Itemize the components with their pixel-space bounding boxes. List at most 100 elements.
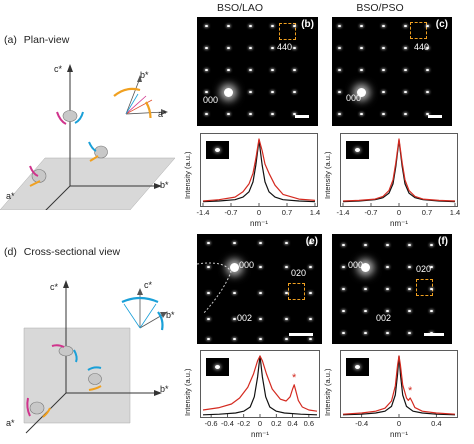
diffraction-spot [338,69,341,71]
diffraction-spot [404,47,407,49]
column-title-right: BSO/PSO [356,2,404,14]
panel-a-label: (a) [4,34,17,46]
diffraction-spot [342,332,345,334]
diffraction-spot [360,69,363,71]
x-tick-label: -0.6 [204,419,218,428]
diffraction-spot [386,310,389,312]
x-tick-label: 0 [257,419,263,428]
diffraction-spot [259,318,262,320]
diffraction-spot [360,25,363,27]
x-tick-label: 0 [396,208,402,217]
diffraction-spot [259,338,262,340]
selection-box [288,283,305,300]
pattern-letter: (b) [301,19,314,30]
x-tick-label: -0.7 [224,208,238,217]
diffraction-spot [404,69,407,71]
cross-section-schematic [23,280,162,434]
plan-recip-b-label: b* [140,70,149,80]
y-axis-label: Intensity (a.u.) [323,151,332,199]
sphere-right [94,145,108,159]
diffraction-spot [233,318,236,320]
diffraction-spot [207,266,210,268]
selection-box [416,279,433,296]
selection-box [410,22,427,39]
spot-label-000: 000 [346,93,362,103]
diffraction-spot [293,69,296,71]
x-tick-label: -0.7 [364,208,378,217]
diffraction-spot [364,332,367,334]
cross-recip-inset [121,288,167,331]
profile-inset [346,358,369,376]
diffraction-spot [338,91,341,93]
diffraction-spot [249,69,252,71]
x-tick-label: 0.7 [421,208,433,217]
diffraction-spot [382,69,385,71]
c-axis-arrow [67,64,73,72]
x-unit-label: nm⁻¹ [250,219,268,228]
x-tick-label: 1.4 [449,208,461,217]
x-unit-label: nm⁻¹ [251,430,269,439]
diffraction-spot [233,338,236,340]
profile-plot-f: Intensity (a.u.) * -0.4 0 0.4 nm⁻¹ [320,346,460,444]
b-axis-arrow [154,183,162,189]
profile-line-red [342,138,456,202]
diffraction-spot [293,47,296,49]
central-beam-spot [361,263,370,272]
profile-inset [206,358,229,376]
diffraction-spot [408,288,411,290]
diffraction-spot [386,288,389,290]
x-tick-label: -0.4 [355,419,369,428]
profile-plot-e: Intensity (a.u.) * -0.6 -0.4 -0.2 0 0.2 0.4 0.… [180,346,322,444]
x-tick-label: 0.7 [281,208,293,217]
diffraction-spot [249,25,252,27]
profile-svg: * [200,350,320,418]
profile-line-red [202,138,316,202]
x-tick-label: 0.4 [431,419,442,428]
profile-inset [206,141,229,159]
x-tick-label: 0.2 [271,419,282,428]
diffraction-spot [386,266,389,268]
diffraction-spot [233,292,236,294]
diffraction-spot [249,113,252,115]
diffraction-spot [386,244,389,246]
diffraction-spot [285,292,288,294]
diffraction-spot [309,338,312,340]
diffraction-spot [207,292,210,294]
diffraction-spot [207,242,210,244]
spot-label-020: 020 [291,268,307,278]
pattern-letter: (c) [435,19,448,30]
plane-gray [0,157,176,210]
diffraction-spot [430,266,433,268]
plan-recip-a-label: a* [158,109,167,119]
plot-frame [200,133,318,207]
diffraction-spot [205,69,208,71]
panel-a-heading: Plan-view [23,34,70,46]
central-beam-spot [230,263,239,272]
scale-bar [428,115,442,118]
diffraction-spot [207,318,210,320]
cross-c-axis-label: c* [50,282,59,292]
profile-line-red [202,355,318,412]
diffraction-pattern-f: (f) 000 020 002 [332,234,452,344]
diffraction-spot [249,47,252,49]
diffraction-spot [309,242,312,244]
diffraction-spot [386,332,389,334]
central-beam-spot [357,88,366,97]
diffraction-spot [227,25,230,27]
arc-top-blue [73,349,78,363]
x-tick-label: -0.4 [220,419,234,428]
cross-recip-c-label: c* [144,280,153,290]
spot-label-000: 000 [239,260,255,270]
arc-top-pink [56,111,67,125]
diffraction-spot [205,25,208,27]
diffraction-pattern-c: (c) 440 000 [332,17,452,126]
diffraction-spot [342,266,345,268]
plane-gray-vertical [23,327,131,424]
diffraction-spot [426,47,429,49]
b-axis-arrow [154,390,162,396]
diffraction-spot [205,113,208,115]
diffraction-spot [309,292,312,294]
sphere-left [29,401,45,415]
diffraction-spot [227,47,230,49]
profile-plot-b: Intensity (a.u.) -1.4 -0.7 0 0.7 1.4 nm⁻¹ [180,129,320,229]
